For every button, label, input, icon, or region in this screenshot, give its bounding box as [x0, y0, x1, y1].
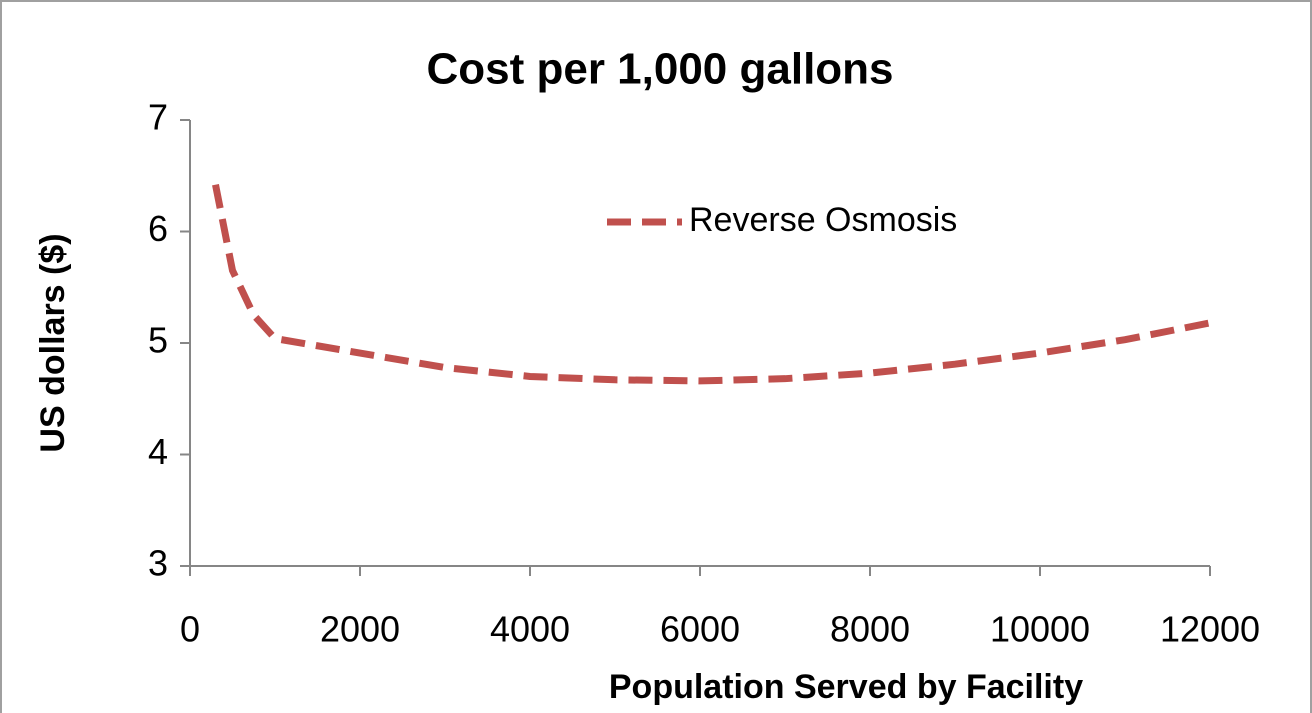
x-axis-title: Population Served by Facility	[609, 668, 1083, 706]
y-tick-label: 7	[148, 97, 168, 138]
x-tick-label: 4000	[490, 609, 570, 650]
x-tick-label: 2000	[320, 609, 400, 650]
y-tick-label: 6	[148, 208, 168, 249]
x-tick-label: 8000	[830, 609, 910, 650]
y-tick-label: 4	[148, 431, 168, 472]
x-tick-label: 10000	[990, 609, 1090, 650]
legend-label: Reverse Osmosis	[689, 201, 957, 239]
chart-title: Cost per 1,000 gallons	[426, 45, 893, 94]
y-tick-label: 5	[148, 320, 168, 361]
data-line	[212, 183, 1211, 385]
y-tick-label: 3	[148, 543, 168, 584]
x-tick-label: 12000	[1160, 609, 1260, 650]
x-tick-label: 6000	[660, 609, 740, 650]
x-tick-label: 0	[180, 609, 200, 650]
y-axis-title: US dollars ($)	[34, 233, 72, 452]
